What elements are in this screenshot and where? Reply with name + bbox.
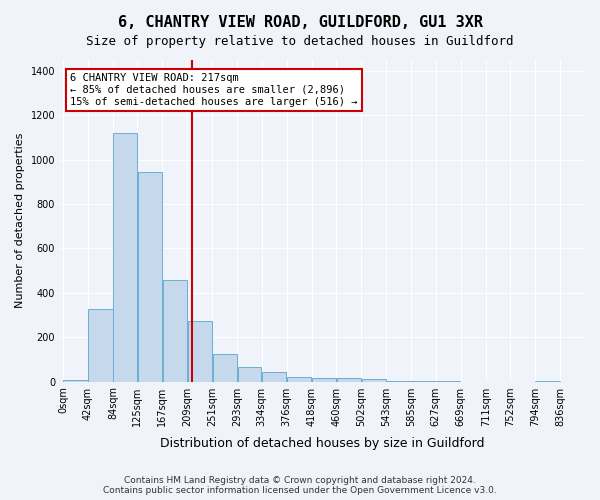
Bar bbox=[337, 378, 361, 382]
Bar bbox=[188, 320, 212, 382]
Bar bbox=[362, 380, 386, 382]
Bar bbox=[113, 133, 137, 382]
X-axis label: Distribution of detached houses by size in Guildford: Distribution of detached houses by size … bbox=[160, 437, 485, 450]
Bar bbox=[287, 376, 311, 382]
Bar bbox=[163, 280, 187, 382]
Text: Size of property relative to detached houses in Guildford: Size of property relative to detached ho… bbox=[86, 35, 514, 48]
Bar bbox=[535, 380, 560, 382]
Text: 6 CHANTRY VIEW ROAD: 217sqm
← 85% of detached houses are smaller (2,896)
15% of : 6 CHANTRY VIEW ROAD: 217sqm ← 85% of det… bbox=[70, 74, 358, 106]
Bar bbox=[212, 354, 237, 382]
Bar bbox=[238, 367, 261, 382]
Y-axis label: Number of detached properties: Number of detached properties bbox=[15, 133, 25, 308]
Bar bbox=[137, 172, 162, 382]
Bar bbox=[88, 310, 113, 382]
Bar bbox=[312, 378, 336, 382]
Bar bbox=[64, 380, 88, 382]
Bar bbox=[386, 381, 410, 382]
Bar bbox=[262, 372, 286, 382]
Text: 6, CHANTRY VIEW ROAD, GUILDFORD, GU1 3XR: 6, CHANTRY VIEW ROAD, GUILDFORD, GU1 3XR bbox=[118, 15, 482, 30]
Text: Contains HM Land Registry data © Crown copyright and database right 2024.
Contai: Contains HM Land Registry data © Crown c… bbox=[103, 476, 497, 495]
